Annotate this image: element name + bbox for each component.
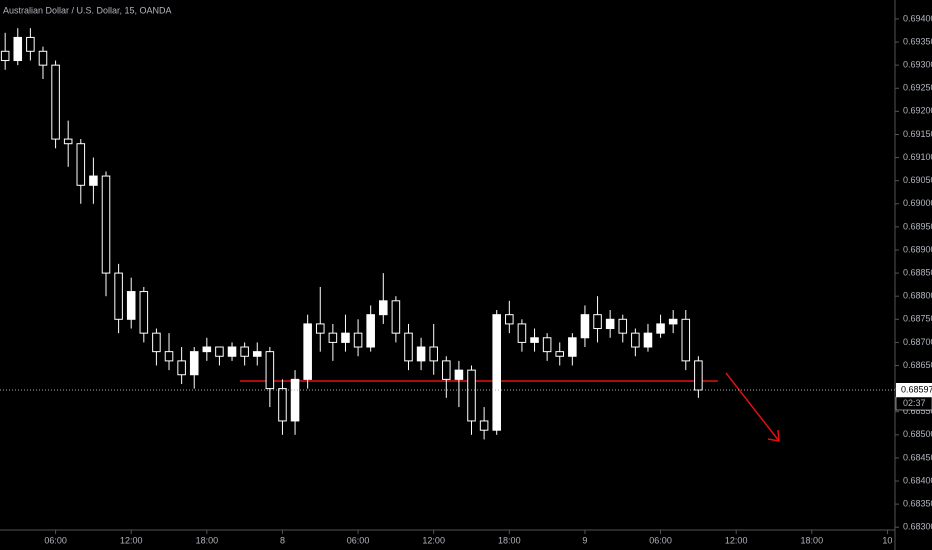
- candle-body: [681, 318, 691, 362]
- x-tick-label: 10: [882, 535, 892, 545]
- candle-body: [568, 337, 577, 357]
- candle-body: [215, 346, 224, 357]
- candle-body: [580, 314, 590, 339]
- x-tick-label: 9: [582, 535, 587, 545]
- candle-body: [643, 332, 653, 348]
- countdown-box: [895, 396, 932, 411]
- candle-body: [0, 50, 10, 62]
- candle-body: [416, 346, 426, 362]
- candle-body: [202, 346, 212, 353]
- candle-body: [38, 50, 48, 66]
- countdown-label: 02:37: [903, 398, 926, 408]
- candle-body: [366, 314, 375, 348]
- candle-body: [63, 138, 73, 145]
- candle-body: [618, 318, 628, 334]
- candle-body: [265, 351, 275, 390]
- candle-body: [505, 314, 514, 325]
- candle-body: [177, 360, 186, 376]
- candle-body: [442, 360, 451, 380]
- candle-body: [26, 36, 35, 52]
- x-tick-label: 18:00: [196, 535, 219, 545]
- chart-title: Australian Dollar / U.S. Dollar, 15, OAN…: [3, 5, 172, 15]
- candle-body: [89, 175, 98, 186]
- candle-body: [252, 351, 262, 357]
- last-price-label: 0.68597: [901, 384, 932, 394]
- candle-body: [328, 332, 338, 343]
- candle-body: [341, 332, 350, 343]
- candle-body: [656, 323, 665, 334]
- x-tick-label: 12:00: [725, 535, 748, 545]
- candle-body: [189, 351, 199, 376]
- candle-body: [517, 323, 527, 343]
- x-tick-label: 06:00: [44, 535, 67, 545]
- arrow-head: [767, 429, 780, 442]
- candle-body: [668, 318, 678, 325]
- x-tick-label: 06:00: [347, 535, 370, 545]
- x-tick-label: 12:00: [422, 535, 445, 545]
- candle-body: [76, 143, 86, 186]
- candle-body: [631, 332, 640, 348]
- candle-body: [492, 314, 501, 431]
- candle-body: [555, 351, 565, 357]
- x-tick-label: 18:00: [801, 535, 824, 545]
- candle-body: [227, 346, 237, 357]
- arrow-shaft: [725, 372, 780, 442]
- candle-body: [353, 332, 363, 348]
- last-price-box: [896, 382, 932, 397]
- candle-body: [530, 337, 539, 343]
- candle-body: [290, 378, 300, 422]
- x-tick-label: 18:00: [498, 535, 521, 545]
- candle-body: [467, 369, 476, 422]
- candle-body: [240, 346, 249, 357]
- candle-body: [152, 332, 161, 353]
- candle-body: [479, 420, 489, 431]
- candle-body: [114, 272, 123, 320]
- candle-body: [101, 175, 111, 274]
- candle-body: [391, 300, 401, 334]
- x-tick-label: 12:00: [120, 535, 143, 545]
- candle-body: [379, 300, 388, 316]
- candle-body: [139, 291, 149, 334]
- candle-body: [51, 64, 60, 140]
- x-tick-label: 06:00: [649, 535, 672, 545]
- candle-body: [278, 388, 287, 422]
- candle-body: [13, 36, 23, 62]
- x-tick-label: 8: [280, 535, 285, 545]
- candle-body: [126, 291, 136, 320]
- candle-body: [542, 337, 552, 353]
- candle-body: [454, 369, 464, 380]
- candle-body: [605, 318, 615, 330]
- candle-body: [315, 323, 325, 334]
- candle-body: [694, 360, 703, 391]
- candle-body: [164, 351, 174, 362]
- candle-body: [593, 314, 602, 330]
- candle-body: [404, 332, 413, 362]
- candle-body: [303, 323, 312, 380]
- candle-body: [429, 346, 438, 362]
